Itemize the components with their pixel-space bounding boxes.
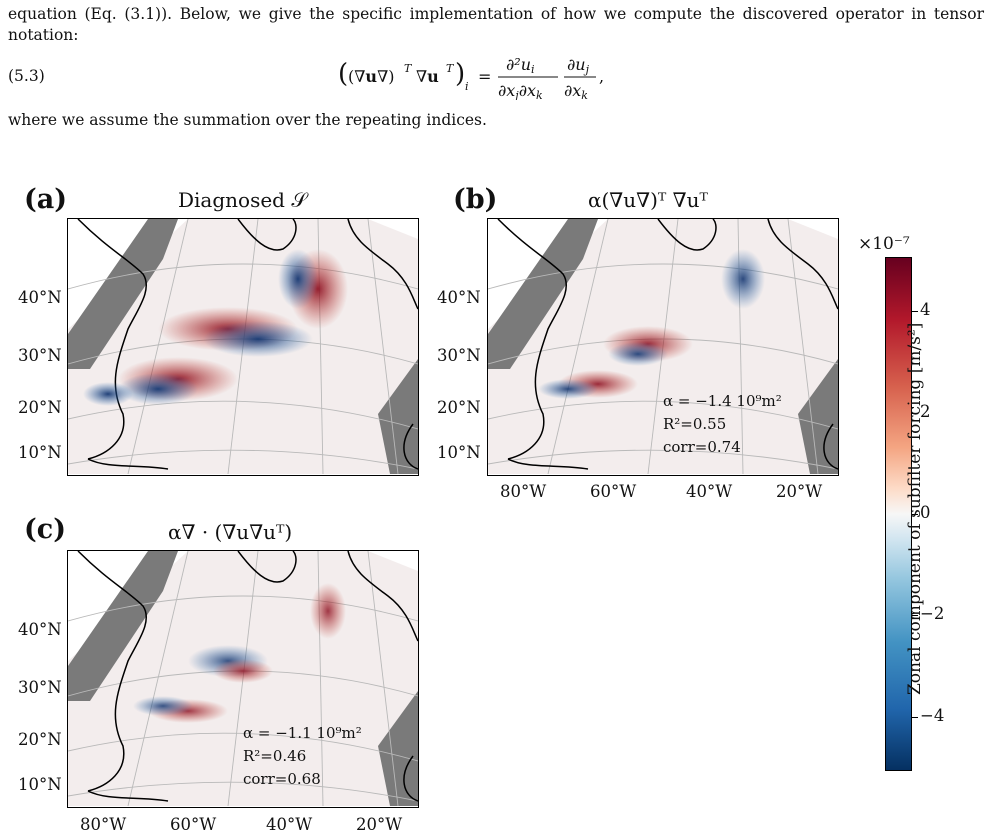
lat-tick: 10°N <box>18 775 62 794</box>
lon-tick: 20°W <box>356 815 403 834</box>
colorbar-tick-label: −4 <box>920 706 945 725</box>
svg-text:T: T <box>446 62 455 75</box>
lat-tick: 10°N <box>18 443 62 462</box>
lat-tick: 30°N <box>18 346 62 365</box>
svg-text:∂xj∂xk: ∂xj∂xk <box>498 81 543 100</box>
panel-c-map <box>67 550 419 808</box>
corr-value: corr=0.74 <box>663 438 741 456</box>
alpha-value: α = −1.4 10⁹m² <box>663 392 782 410</box>
map-graphic <box>68 551 418 807</box>
svg-text:∂xk: ∂xk <box>564 81 588 100</box>
svg-text:(: ( <box>338 59 348 89</box>
colorbar-tick-label: 2 <box>920 402 931 421</box>
lon-tick: 20°W <box>776 482 823 501</box>
equation-number: (5.3) <box>8 67 45 85</box>
colorbar-label: Zonal component of subfilter forcing [m/… <box>905 322 925 695</box>
svg-text:): ) <box>455 59 465 89</box>
lat-tick: 40°N <box>18 620 62 639</box>
colorbar-exponent: ×10⁻⁷ <box>858 234 910 254</box>
lon-tick: 80°W <box>80 815 127 834</box>
r2-value: R²=0.55 <box>663 415 727 433</box>
svg-text:=: = <box>478 67 491 86</box>
lat-tick: 40°N <box>18 288 62 307</box>
lat-tick: 20°N <box>18 730 62 749</box>
paragraph-summation: where we assume the summation over the r… <box>8 111 487 129</box>
lon-tick: 40°W <box>686 482 733 501</box>
colorbar <box>885 257 912 771</box>
lat-tick: 20°N <box>437 398 481 417</box>
alpha-value: α = −1.1 10⁹m² <box>243 724 362 742</box>
svg-text:,: , <box>599 67 604 86</box>
colorbar-tick-label: −2 <box>920 604 945 623</box>
map-graphic <box>488 219 838 475</box>
panel-a-map <box>67 218 419 476</box>
panel-a-title: Diagnosed 𝒮 <box>178 188 307 212</box>
paragraph-intro: equation (Eq. (3.1)). Below, we give the… <box>8 5 984 44</box>
corr-value: corr=0.68 <box>243 770 321 788</box>
lat-tick: 30°N <box>437 346 481 365</box>
lon-tick: 60°W <box>590 482 637 501</box>
panel-c-title: α∇ · (∇u∇uᵀ) <box>168 520 293 544</box>
colorbar-tick-mark <box>912 514 918 515</box>
lon-tick: 60°W <box>170 815 217 834</box>
svg-text:i: i <box>465 80 469 93</box>
panel-b-label: (b) <box>453 184 498 215</box>
panel-b-stats: α = −1.4 10⁹m² R²=0.55 corr=0.74 <box>663 390 782 459</box>
colorbar-tick-label: 0 <box>920 503 931 522</box>
colorbar-tick-mark <box>912 615 918 616</box>
colorbar-tick-mark <box>912 311 918 312</box>
panel-a-label: (a) <box>24 184 68 215</box>
svg-text:(∇u∇): (∇u∇) <box>348 67 394 86</box>
panel-c-stats: α = −1.1 10⁹m² R²=0.46 corr=0.68 <box>243 722 362 791</box>
svg-text:∂²ui: ∂²ui <box>506 55 535 76</box>
panel-b-map <box>487 218 839 476</box>
svg-text:∂uj: ∂uj <box>567 55 590 76</box>
panel-c-label: (c) <box>24 514 66 545</box>
svg-text:T: T <box>404 62 413 75</box>
lat-tick: 30°N <box>18 678 62 697</box>
lon-tick: 40°W <box>266 815 313 834</box>
lat-tick: 10°N <box>437 443 481 462</box>
map-graphic <box>68 219 418 475</box>
colorbar-tick-mark <box>912 717 918 718</box>
equation-5-3: ( (∇u∇) T ∇u T ) i = ∂²ui ∂xj∂xk ∂uj ∂xk… <box>338 55 604 100</box>
panel-b-title: α(∇u∇)ᵀ ∇uᵀ <box>588 188 708 212</box>
colorbar-tick-mark <box>912 413 918 414</box>
svg-text:∇u: ∇u <box>416 67 439 86</box>
lon-tick: 80°W <box>500 482 547 501</box>
lat-tick: 40°N <box>437 288 481 307</box>
r2-value: R²=0.46 <box>243 747 307 765</box>
colorbar-tick-label: 4 <box>920 300 931 319</box>
lat-tick: 20°N <box>18 398 62 417</box>
